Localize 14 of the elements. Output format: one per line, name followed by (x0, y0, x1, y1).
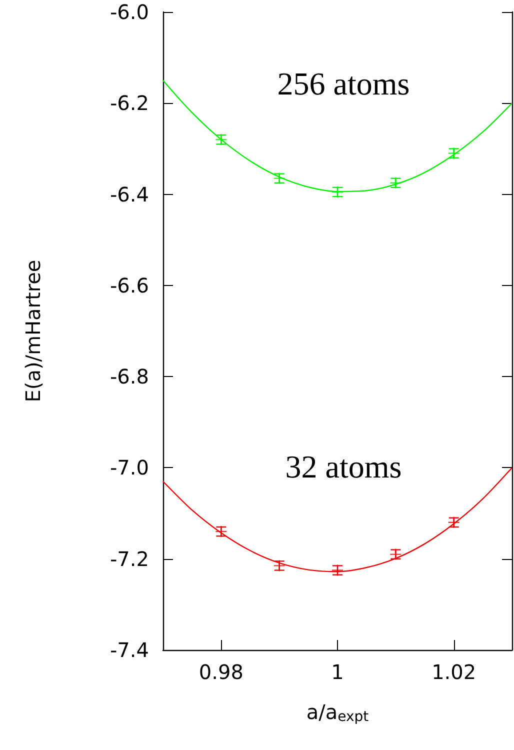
y-axis-title: E(a)/mHartree (21, 260, 45, 402)
y-tick-label: -6.2 (110, 91, 149, 116)
y-tick-label: -6.0 (110, 0, 149, 24)
y-tick-label: -7.4 (110, 638, 149, 662)
x-tick-label: 0.98 (198, 660, 244, 684)
x-tick-label: 1.02 (432, 660, 476, 684)
series-label: 32 atoms (285, 448, 402, 484)
y-tick-label: -6.4 (110, 182, 149, 206)
series-label: 256 atoms (277, 66, 410, 102)
y-tick-label: -7.2 (110, 546, 149, 571)
y-tick-label: -6.6 (110, 273, 149, 298)
y-tick-label: -7.0 (110, 456, 149, 480)
y-tick-label: -6.8 (110, 364, 149, 389)
x-tick-label: 1 (331, 660, 344, 684)
